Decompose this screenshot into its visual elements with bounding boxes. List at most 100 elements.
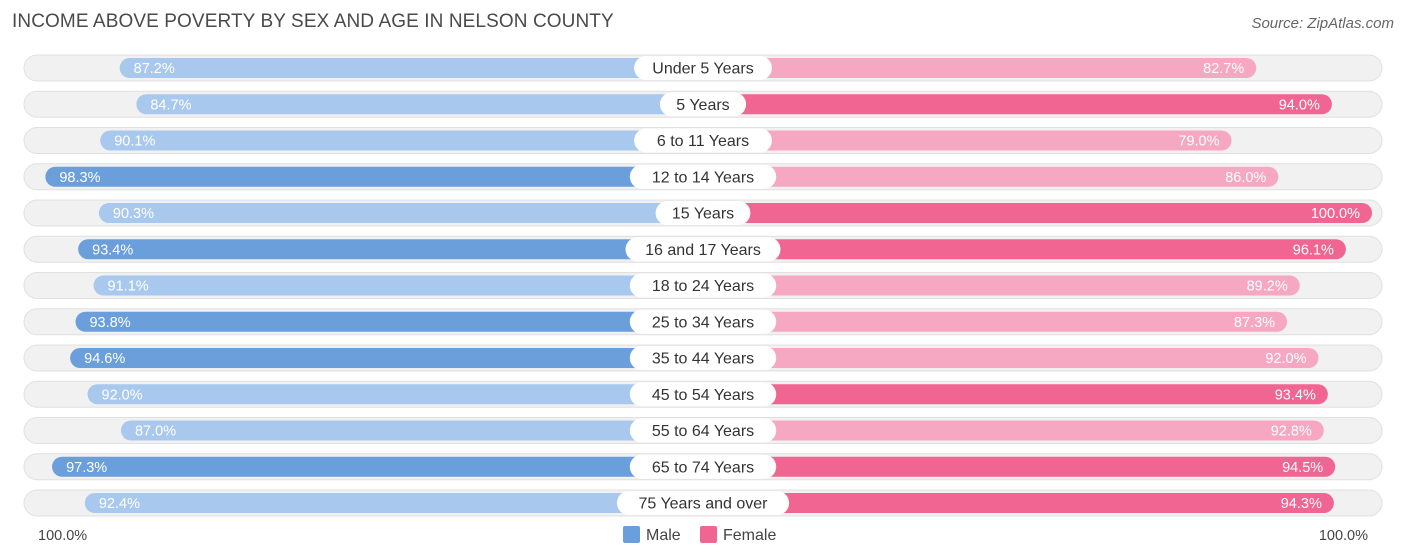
female-bar: [703, 94, 1332, 115]
chart-row: 84.7% 94.0% 5 Years: [23, 90, 1383, 118]
chart-row: 98.3% 86.0% 12 to 14 Years: [23, 163, 1383, 191]
male-bar: [87, 384, 703, 405]
category-label: 5 Years: [676, 97, 729, 114]
chart-row: 92.4% 94.3% 75 Years and over: [23, 489, 1383, 517]
chart-row: 90.1% 79.0% 6 to 11 Years: [23, 127, 1383, 154]
female-bar: [703, 420, 1324, 441]
male-value-label: 91.1%: [108, 279, 149, 295]
category-label: 55 to 64 Years: [652, 423, 754, 440]
axis-left-label: 100.0%: [38, 528, 87, 544]
category-label: 16 and 17 Years: [645, 242, 761, 259]
male-value-label: 97.3%: [66, 460, 107, 476]
male-value-label: 98.3%: [59, 170, 100, 186]
legend-male-swatch: [623, 526, 640, 543]
category-label: 12 to 14 Years: [652, 169, 754, 186]
female-bar: [703, 348, 1319, 368]
male-value-label: 84.7%: [150, 97, 191, 113]
male-value-label: 94.6%: [84, 351, 125, 367]
chart-row: 87.2% 82.7% Under 5 Years: [23, 54, 1383, 82]
male-bar: [45, 166, 704, 187]
category-label: 45 to 54 Years: [652, 387, 754, 404]
chart-title: INCOME ABOVE POVERTY BY SEX AND AGE IN N…: [12, 11, 614, 32]
chart-row: 93.8% 87.3% 25 to 34 Years: [23, 308, 1383, 336]
male-value-label: 93.8%: [89, 315, 130, 331]
category-label: Under 5 Years: [652, 61, 753, 78]
source-attribution: Source: ZipAtlas.com: [1251, 15, 1394, 32]
category-label: 75 Years and over: [639, 496, 769, 513]
category-pill: [616, 491, 790, 515]
male-bar: [93, 275, 703, 296]
male-value-label: 87.2%: [134, 61, 175, 77]
legend-male-label: Male: [646, 527, 681, 544]
category-pill: [629, 418, 777, 443]
category-pill: [634, 56, 772, 80]
male-bar: [78, 239, 704, 260]
chart-row: 92.0% 93.4% 45 to 54 Years: [23, 380, 1383, 408]
male-bar: [120, 420, 704, 441]
female-value-label: 94.5%: [1282, 460, 1323, 476]
category-label: 18 to 24 Years: [652, 278, 754, 295]
female-value-label: 100.0%: [1311, 206, 1360, 222]
category-pill: [629, 273, 777, 298]
category-label: 35 to 44 Years: [652, 351, 754, 368]
category-label: 25 to 34 Years: [652, 314, 754, 331]
chart-row: 94.6% 92.0% 35 to 44 Years: [23, 344, 1383, 372]
male-bar: [119, 58, 703, 78]
male-value-label: 93.4%: [92, 242, 133, 258]
female-bar: [703, 239, 1346, 260]
female-value-label: 82.7%: [1203, 61, 1244, 77]
female-bar: [703, 311, 1288, 332]
female-bar: [703, 493, 1334, 513]
female-value-label: 96.1%: [1293, 242, 1334, 258]
female-value-label: 92.8%: [1271, 424, 1312, 440]
male-value-label: 92.4%: [99, 496, 140, 512]
category-label: 6 to 11 Years: [657, 133, 749, 150]
chart-row: 91.1% 89.2% 18 to 24 Years: [23, 272, 1383, 299]
chart-row: 97.3% 94.5% 65 to 74 Years: [23, 453, 1383, 481]
female-bar: [703, 130, 1232, 151]
female-value-label: 94.0%: [1279, 97, 1320, 113]
female-value-label: 86.0%: [1225, 170, 1266, 186]
category-pill: [655, 201, 751, 225]
male-value-label: 90.3%: [113, 206, 154, 222]
category-pill: [629, 164, 777, 189]
legend: Male Female: [623, 526, 776, 544]
male-bar: [84, 493, 704, 513]
female-bar: [703, 166, 1279, 187]
legend-female-swatch: [700, 526, 717, 543]
legend-female-label: Female: [723, 527, 776, 544]
female-value-label: 79.0%: [1178, 134, 1219, 150]
male-bar: [98, 203, 703, 223]
chart-row: 93.4% 96.1% 16 and 17 Years: [23, 235, 1383, 263]
category-pill: [625, 237, 781, 262]
female-value-label: 92.0%: [1265, 351, 1306, 367]
female-bar: [703, 58, 1257, 78]
male-bar: [70, 348, 704, 368]
female-value-label: 93.4%: [1275, 387, 1316, 403]
male-bar: [136, 94, 703, 115]
female-bar: [703, 275, 1300, 296]
female-value-label: 87.3%: [1234, 315, 1275, 331]
female-value-label: 94.3%: [1281, 496, 1322, 512]
male-bar: [52, 456, 704, 477]
category-label: 15 Years: [672, 206, 734, 223]
male-bar: [75, 311, 703, 332]
category-pill: [629, 309, 777, 334]
male-bar: [100, 130, 703, 151]
female-bar: [703, 203, 1372, 223]
female-bar: [703, 456, 1336, 477]
male-value-label: 87.0%: [135, 424, 176, 440]
category-pill: [629, 454, 777, 479]
category-pill: [659, 92, 747, 117]
female-bar: [703, 384, 1328, 405]
female-value-label: 89.2%: [1247, 279, 1288, 295]
chart-row: 87.0% 92.8% 55 to 64 Years: [23, 417, 1383, 444]
chart-row: 90.3% 100.0% 15 Years: [23, 199, 1383, 227]
category-pill: [629, 382, 777, 407]
category-pill: [634, 128, 772, 153]
category-label: 65 to 74 Years: [652, 459, 754, 476]
axis-right-label: 100.0%: [1319, 528, 1368, 544]
category-pill: [629, 346, 777, 370]
male-value-label: 90.1%: [114, 134, 155, 150]
